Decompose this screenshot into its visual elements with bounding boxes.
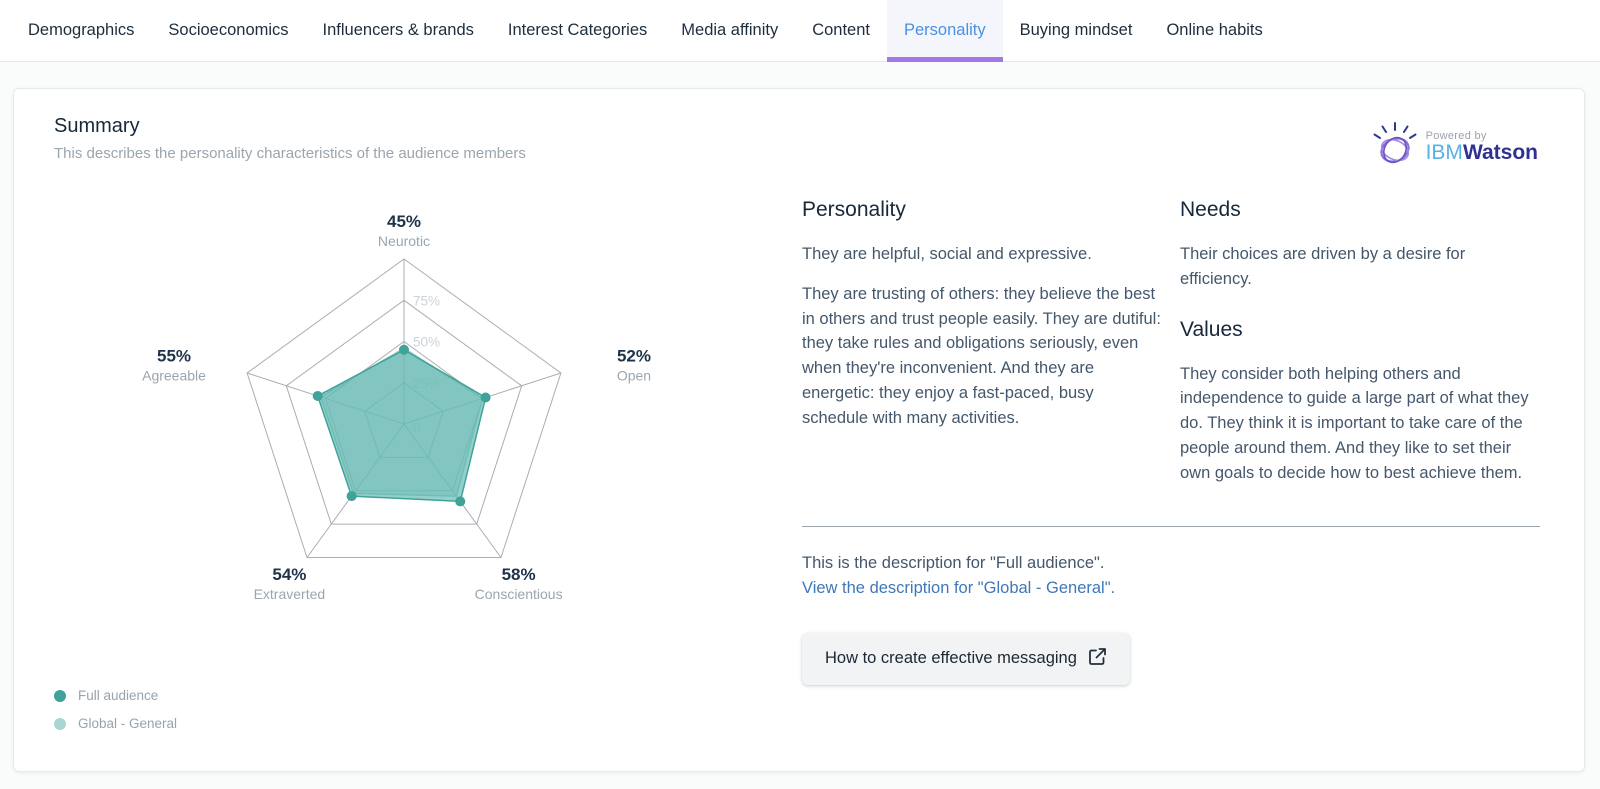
needs-heading: Needs xyxy=(1180,198,1241,221)
radar-chart-svg: 75%50%25%045%Neurotic52%Open58%Conscient… xyxy=(142,212,651,602)
summary-card: Summary This describes the personality c… xyxy=(13,88,1585,772)
top-tab-bar: Demographics Socioeconomics Influencers … xyxy=(0,0,1600,62)
chart-legend: Full audience Global - General xyxy=(54,688,802,731)
full-audience-swatch-icon xyxy=(54,689,66,702)
effective-messaging-label: How to create effective messaging xyxy=(825,649,1077,668)
needs-values-section: Needs Their choices are driven by a desi… xyxy=(1180,198,1540,500)
svg-text:75%: 75% xyxy=(413,293,440,308)
legend-label: Full audience xyxy=(78,688,159,703)
page-title: Summary xyxy=(54,115,140,137)
svg-text:Conscientious: Conscientious xyxy=(475,586,563,602)
svg-text:Extraverted: Extraverted xyxy=(254,586,326,602)
description-audience-note: This is the description for "Full audien… xyxy=(802,554,1105,573)
needs-paragraph: Their choices are driven by a desire for… xyxy=(1180,245,1466,288)
svg-text:Agreeable: Agreeable xyxy=(142,368,206,384)
legend-item-full-audience[interactable]: Full audience xyxy=(54,688,802,703)
values-heading: Values xyxy=(1180,317,1243,341)
svg-text:55%: 55% xyxy=(157,347,191,366)
personality-heading: Personality xyxy=(802,198,906,221)
svg-text:Open: Open xyxy=(617,368,651,384)
personality-section: Personality They are helpful, social and… xyxy=(802,198,1162,500)
tab-buying-mindset[interactable]: Buying mindset xyxy=(1019,21,1133,39)
ibm-watson-logo: Powered by IBMWatson xyxy=(1370,119,1538,176)
values-paragraph: They consider both helping others and in… xyxy=(1180,364,1529,482)
svg-text:54%: 54% xyxy=(272,565,306,584)
legend-item-global-general[interactable]: Global - General xyxy=(54,716,802,731)
ibm-label: IBM xyxy=(1425,141,1463,165)
external-link-icon xyxy=(1088,647,1107,671)
svg-text:50%: 50% xyxy=(413,335,440,350)
tab-media-affinity[interactable]: Media affinity xyxy=(681,21,779,39)
description-panel: Personality They are helpful, social and… xyxy=(802,162,1540,744)
svg-text:58%: 58% xyxy=(502,565,536,584)
svg-text:Neurotic: Neurotic xyxy=(378,233,430,249)
powered-by-label: Powered by xyxy=(1425,130,1487,143)
tab-online-habits[interactable]: Online habits xyxy=(1166,21,1263,39)
tab-content[interactable]: Content xyxy=(812,21,870,39)
view-global-description-link[interactable]: View the description for "Global - Gener… xyxy=(802,579,1116,597)
tab-interest-categories[interactable]: Interest Categories xyxy=(507,21,648,39)
personality-paragraph-2: They are trusting of others: they believ… xyxy=(802,284,1161,427)
tab-influencers-brands[interactable]: Influencers & brands xyxy=(322,21,474,39)
tab-demographics[interactable]: Demographics xyxy=(28,21,135,39)
watson-globe-icon xyxy=(1370,119,1422,176)
global-general-swatch-icon xyxy=(54,717,66,730)
legend-label: Global - General xyxy=(78,716,178,731)
watson-label: Watson xyxy=(1462,141,1538,165)
tab-socioeconomics[interactable]: Socioeconomics xyxy=(168,21,289,39)
svg-text:45%: 45% xyxy=(387,212,421,231)
svg-text:52%: 52% xyxy=(617,347,651,366)
effective-messaging-button[interactable]: How to create effective messaging xyxy=(802,632,1130,685)
section-divider xyxy=(802,526,1540,528)
page-subtitle: This describes the personality character… xyxy=(54,145,526,162)
tab-personality[interactable]: Personality xyxy=(887,0,1003,62)
personality-paragraph-1: They are helpful, social and expressive. xyxy=(802,245,1092,263)
personality-radar-chart: 75%50%25%045%Neurotic52%Open58%Conscient… xyxy=(54,162,802,744)
